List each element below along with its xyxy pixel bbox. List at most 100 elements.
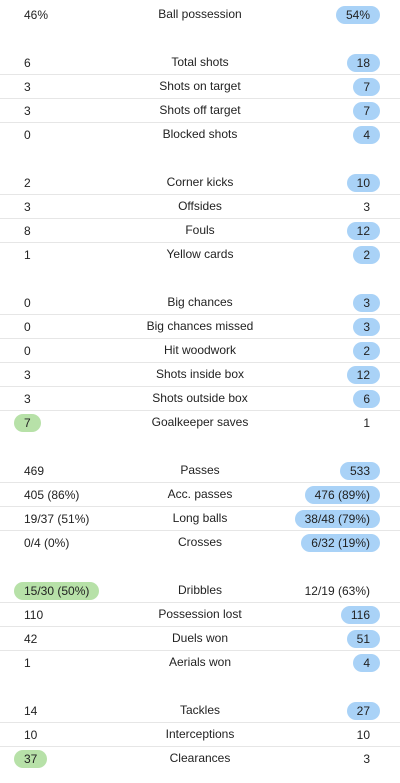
stat-row-tackles: Tackles 14 27 [0, 699, 400, 723]
stat-row-duels-won: Duels won 42 51 [0, 627, 400, 651]
home-value: 0 [24, 320, 31, 334]
away-value: 27 [346, 702, 380, 720]
home-value: 46% [24, 8, 49, 22]
away-value: 2 [353, 342, 380, 360]
stat-label: Fouls [185, 223, 215, 237]
stat-row-hit-woodwork: Hit woodwork 0 2 [0, 339, 400, 363]
stat-label: Dribbles [177, 583, 222, 597]
away-value: 6/32 (19%) [301, 534, 380, 552]
stat-label: Goalkeeper saves [151, 415, 249, 429]
home-value: 19/37 (51%) [24, 512, 90, 526]
away-value: 10 [356, 728, 370, 742]
away-value: 51 [346, 630, 380, 648]
stat-row-goalkeeper-saves: Goalkeeper saves 7 1 [0, 411, 400, 435]
home-value: 42 [24, 632, 38, 646]
stat-row-shots-outside-box: Shots outside box 3 6 [0, 387, 400, 411]
home-value: 7 [14, 414, 41, 432]
away-value: 3 [363, 200, 370, 214]
stat-group: Total shots 6 18 Shots on target 3 7 Shots off… [0, 51, 400, 147]
stat-label: Offsides [178, 199, 222, 213]
away-value: 12 [346, 366, 380, 384]
home-value: 0 [24, 296, 31, 310]
stat-group: Ball possession 46% 54% [0, 3, 400, 27]
stat-label: Interceptions [165, 727, 235, 741]
home-value: 3 [24, 200, 31, 214]
stat-row-corner-kicks: Corner kicks 2 10 [0, 171, 400, 195]
away-value: 7 [353, 102, 380, 120]
away-value: 4 [353, 126, 380, 144]
stat-label: Shots inside box [155, 367, 245, 381]
away-value: 10 [346, 174, 380, 192]
stat-label: Blocked shots [162, 127, 238, 141]
stat-label: Big chances missed [146, 319, 254, 333]
home-value: 0 [24, 344, 31, 358]
away-value: 54% [335, 6, 380, 24]
stat-label: Crosses [177, 535, 222, 549]
away-value: 12/19 (63%) [304, 584, 370, 598]
home-value: 1 [24, 656, 31, 670]
away-value: 3 [353, 318, 380, 336]
home-value: 2 [24, 176, 31, 190]
stat-row-possession-lost: Possession lost 110 116 [0, 603, 400, 627]
away-value: 6 [353, 390, 380, 408]
stat-group: Corner kicks 2 10 Offsides 3 3 Fouls 8 12 Yellow … [0, 171, 400, 267]
stat-group: Tackles 14 27 Interceptions 10 10 Clearances 37… [0, 699, 400, 771]
stat-label: Hit woodwork [163, 343, 237, 357]
stat-row-big-chances-missed: Big chances missed 0 3 [0, 315, 400, 339]
home-value: 14 [24, 704, 38, 718]
stat-row-fouls: Fouls 8 12 [0, 219, 400, 243]
home-value: 0/4 (0%) [24, 536, 70, 550]
stat-label: Shots outside box [152, 391, 248, 405]
away-value: 12 [346, 222, 380, 240]
stat-row-shots-on-target: Shots on target 3 7 [0, 75, 400, 99]
away-value: 476 (89%) [304, 486, 380, 504]
home-value: 10 [24, 728, 38, 742]
stat-label: Long balls [172, 511, 228, 525]
home-value: 3 [24, 104, 31, 118]
stat-label: Passes [180, 463, 220, 477]
stat-row-clearances: Clearances 37 3 [0, 747, 400, 771]
stat-group: Dribbles 15/30 (50%) 12/19 (63%) Possession… [0, 579, 400, 675]
stat-label: Yellow cards [166, 247, 234, 261]
away-value: 7 [353, 78, 380, 96]
home-value: 1 [24, 248, 31, 262]
home-value: 8 [24, 224, 31, 238]
stat-row-big-chances: Big chances 0 3 [0, 291, 400, 315]
stat-label: Corner kicks [166, 175, 234, 189]
home-value: 6 [24, 56, 31, 70]
home-value: 405 (86%) [24, 488, 80, 502]
away-value: 116 [340, 606, 380, 624]
stat-label: Shots on target [159, 79, 241, 93]
stat-label: Tackles [179, 703, 220, 717]
stat-row-total-shots: Total shots 6 18 [0, 51, 400, 75]
stat-group: Big chances 0 3 Big chances missed 0 3 Hit woo… [0, 291, 400, 435]
home-value: 110 [24, 608, 44, 622]
stat-label: Aerials won [168, 655, 232, 669]
stat-row-acc-passes: Acc. passes 405 (86%) 476 (89%) [0, 483, 400, 507]
stat-row-dribbles: Dribbles 15/30 (50%) 12/19 (63%) [0, 579, 400, 603]
home-value: 3 [24, 392, 31, 406]
stat-label: Ball possession [158, 7, 242, 21]
stat-label: Acc. passes [167, 487, 233, 501]
away-value: 2 [353, 246, 380, 264]
stat-label: Total shots [171, 55, 229, 69]
home-value: 0 [24, 128, 31, 142]
home-value: 3 [24, 368, 31, 382]
stat-row-long-balls: Long balls 19/37 (51%) 38/48 (79%) [0, 507, 400, 531]
stat-label: Possession lost [158, 607, 242, 621]
stat-row-blocked-shots: Blocked shots 0 4 [0, 123, 400, 147]
stat-label: Duels won [171, 631, 229, 645]
away-value: 18 [346, 54, 380, 72]
home-value: 3 [24, 80, 31, 94]
stat-row-aerials-won: Aerials won 1 4 [0, 651, 400, 675]
stat-row-interceptions: Interceptions 10 10 [0, 723, 400, 747]
stat-label: Shots off target [159, 103, 241, 117]
away-value: 38/48 (79%) [294, 510, 380, 528]
away-value: 1 [363, 416, 370, 430]
home-value: 469 [24, 464, 45, 478]
away-value: 533 [339, 462, 380, 480]
away-value: 3 [363, 752, 370, 766]
home-value: 15/30 (50%) [14, 582, 100, 600]
stat-label: Big chances [167, 295, 233, 309]
